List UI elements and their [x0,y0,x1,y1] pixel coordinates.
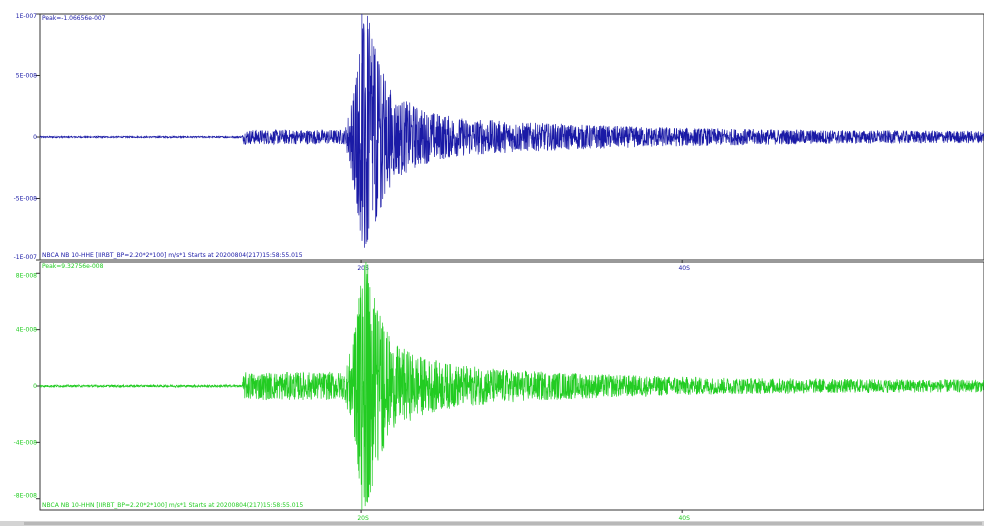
y-tick-label: -5E-008 [14,196,38,203]
x-tick-label: 40S [678,265,690,272]
panel-hhn: 8E-008 4E-008 0 -4E-008 -8E-008 20S 40S Peak=9.… [14,261,984,522]
x-tick-label: 20S [357,265,369,272]
channel-info-label: NBCA NB 10-HHE [IIRBT_BP=2.20*2*100] m/s… [42,252,303,259]
y-tick-label: -1E-007 [14,254,38,261]
peak-label: Peak=9.32756e-008 [42,263,104,270]
x-tick-label: 20S [357,515,369,522]
y-tick-label: 5E-008 [16,73,37,80]
waveform-trace [39,261,984,510]
x-tick-label: 40S [678,515,690,522]
waveform-trace [39,14,984,248]
peak-label: Peak=-1.06656e-007 [42,15,106,22]
y-tick-label: -4E-008 [14,439,38,446]
y-tick-label: 4E-008 [16,327,37,334]
y-tick-label: 0 [33,134,37,141]
y-tick-label: 0 [33,383,37,390]
channel-info-label: NBCA NB 10-HHN [IIRBT_BP=2.20*2*100] m/s… [42,502,303,509]
panel-hhe: 1E-007 5E-008 0 -5E-008 -1E-007 20S 40S Peak=-1… [14,13,984,272]
y-tick-label: 8E-008 [16,272,37,279]
scrollbar-thumb[interactable] [24,522,982,525]
y-tick-label: 1E-007 [16,13,37,20]
y-tick-label: -8E-008 [14,493,38,500]
